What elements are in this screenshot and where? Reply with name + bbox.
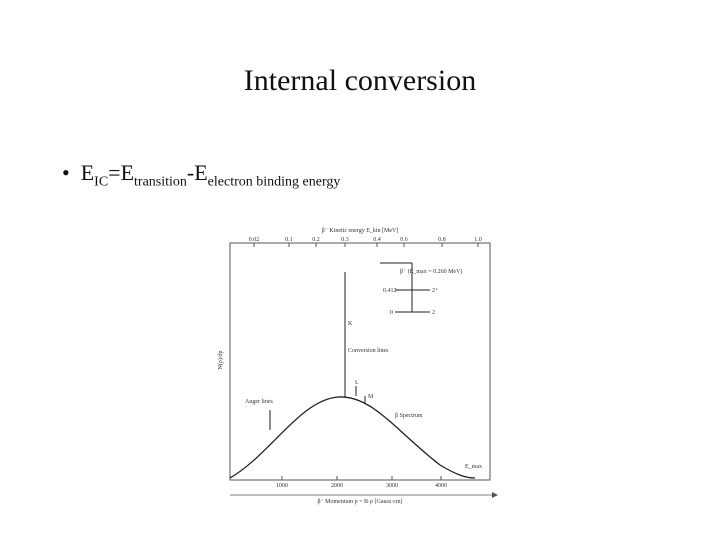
slide-title: Internal conversion [243, 64, 477, 97]
tick-label: 0.2 [312, 237, 320, 243]
tick-label: 0.1 [285, 237, 293, 243]
label: L [355, 380, 359, 386]
text: -E [186, 160, 208, 185]
tick-label: 0.3 [341, 237, 349, 243]
label: K [348, 321, 353, 327]
tick-label: 0.8 [438, 237, 446, 243]
ticks: 0.02 0.1 0.2 0.3 0.4 0.6 0.8 1.0 [249, 237, 482, 247]
label: E_max [465, 464, 482, 470]
frame [229, 242, 491, 481]
tick-label: 1.0 [474, 237, 482, 243]
bullet: • EIC=Etransition-Eelectron binding ener… [62, 160, 341, 190]
label: Conversion lines [348, 348, 389, 354]
arrowhead [492, 492, 498, 498]
subscript: transition [134, 174, 187, 190]
tick-label: 3000 [386, 483, 398, 489]
label: β⁻ (E_max = 0.260 MeV) [400, 268, 462, 275]
tick-label: 4000 [435, 483, 447, 489]
label: Auger lines [245, 399, 273, 405]
text: E [80, 160, 95, 185]
label: 2 [432, 310, 435, 316]
tick-label: 0.4 [373, 237, 381, 243]
subscript: IC [94, 174, 109, 190]
tick-label: 0.6 [400, 237, 408, 243]
axis-label: β⁻ Kinetic energy E_kin [MeV] [322, 228, 399, 234]
label: M [368, 394, 374, 400]
spectrum-curve [229, 396, 476, 479]
tick-label: 0.02 [249, 237, 260, 243]
axis-label: β⁻ Momentum p = B·ρ [Gauss·cm] [317, 499, 402, 505]
tick-label: 1000 [276, 483, 288, 489]
label: 2⁺ [432, 287, 438, 294]
label: β Spectrum [395, 413, 423, 419]
ticks: 1000 2000 3000 4000 [276, 476, 447, 489]
label: 0 [390, 310, 393, 316]
text: =E [108, 160, 135, 185]
axis-label: N(p)/dp [217, 351, 224, 370]
tick-label: 2000 [331, 483, 343, 489]
label: 0.412 [383, 288, 397, 294]
subscript: electron binding energy [207, 174, 341, 190]
